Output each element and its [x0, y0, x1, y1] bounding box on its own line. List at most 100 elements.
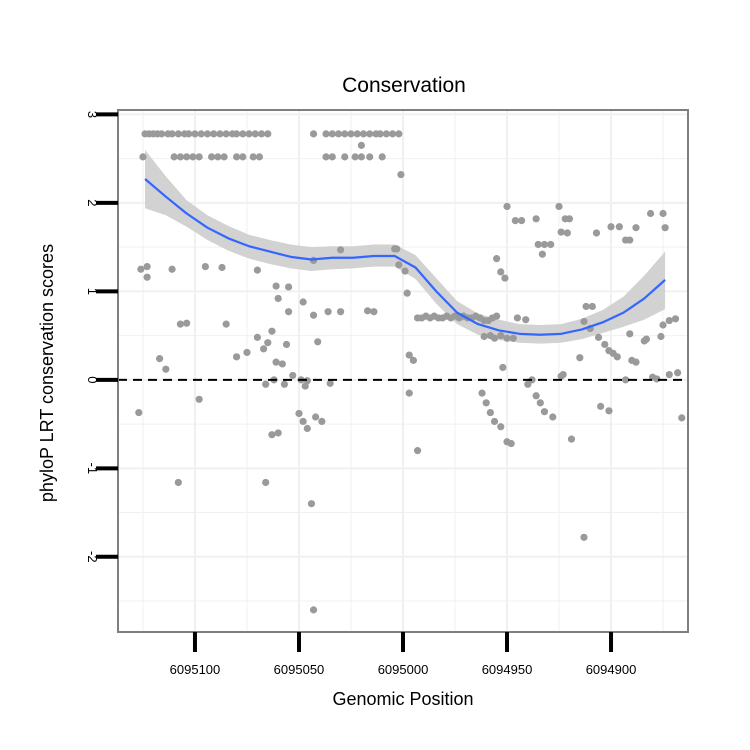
- data-point: [156, 355, 164, 363]
- data-point: [245, 130, 253, 138]
- data-point: [334, 130, 343, 138]
- y-tick-label: 3: [85, 111, 100, 118]
- data-point: [284, 283, 293, 291]
- data-point: [262, 380, 270, 388]
- data-point: [378, 153, 386, 161]
- data-point: [403, 289, 411, 297]
- data-point: [395, 130, 403, 138]
- data-point: [189, 153, 197, 161]
- data-point: [540, 240, 549, 249]
- data-point: [232, 130, 241, 138]
- data-point: [210, 130, 218, 138]
- data-point: [659, 321, 667, 329]
- data-point: [503, 202, 511, 211]
- data-point: [191, 130, 199, 138]
- x-tick-label: 6094900: [586, 662, 637, 677]
- data-point: [549, 413, 557, 421]
- data-point: [268, 431, 276, 439]
- smooth-line: [144, 178, 666, 336]
- data-point: [513, 314, 522, 322]
- data-point: [657, 332, 665, 341]
- data-point: [536, 399, 544, 407]
- data-point: [262, 478, 270, 487]
- data-point: [497, 332, 505, 340]
- data-point: [665, 316, 673, 325]
- data-point: [135, 408, 143, 417]
- data-point: [565, 215, 574, 223]
- data-point: [509, 334, 517, 342]
- data-point: [534, 240, 542, 249]
- data-point: [382, 130, 390, 138]
- x-tick-label: 6095050: [274, 662, 325, 677]
- data-point: [268, 327, 276, 335]
- data-point: [326, 379, 334, 387]
- data-point: [341, 153, 349, 161]
- data-point: [139, 153, 147, 161]
- data-point: [357, 141, 365, 149]
- data-point: [183, 153, 191, 161]
- data-point: [563, 229, 571, 237]
- data-point: [289, 371, 297, 380]
- data-point: [592, 229, 601, 237]
- data-point: [137, 265, 145, 273]
- data-point: [511, 216, 519, 225]
- data-point: [659, 209, 667, 218]
- data-point: [493, 312, 501, 320]
- data-point: [284, 308, 293, 316]
- data-point: [203, 130, 212, 138]
- data-point: [201, 263, 209, 271]
- data-point: [646, 209, 655, 218]
- data-point: [328, 130, 336, 138]
- data-point: [482, 399, 490, 407]
- data-point: [582, 302, 590, 311]
- data-point: [253, 266, 261, 274]
- data-point: [359, 130, 368, 138]
- data-point: [174, 130, 182, 138]
- data-point: [547, 240, 555, 249]
- data-point: [251, 130, 259, 138]
- data-point: [376, 130, 384, 138]
- data-point: [214, 153, 222, 161]
- data-point: [615, 223, 623, 231]
- data-point: [538, 250, 546, 258]
- data-point: [621, 376, 630, 384]
- data-point: [409, 356, 418, 364]
- data-point: [322, 153, 330, 161]
- y-tick-label: -2: [85, 551, 100, 563]
- data-point: [272, 282, 280, 290]
- data-point: [661, 224, 669, 232]
- data-point: [295, 409, 303, 418]
- data-point: [243, 348, 251, 357]
- data-point: [555, 202, 563, 211]
- data-point: [239, 130, 247, 138]
- x-tick-label: 6095100: [170, 662, 221, 677]
- data-point: [336, 308, 345, 316]
- data-point: [497, 268, 505, 276]
- x-axis-title: Genomic Position: [332, 689, 473, 709]
- data-point: [185, 130, 193, 138]
- data-point: [353, 130, 361, 138]
- data-point: [318, 417, 326, 426]
- data-point: [366, 130, 374, 138]
- data-point: [497, 423, 505, 431]
- chart-title: Conservation: [342, 74, 466, 97]
- smooth-line-group: [144, 178, 666, 336]
- data-point: [249, 153, 257, 161]
- data-point: [370, 308, 378, 316]
- data-point: [274, 294, 282, 303]
- data-point: [605, 407, 613, 415]
- data-point: [532, 215, 540, 223]
- data-point: [642, 335, 650, 343]
- data-point: [309, 311, 318, 319]
- data-point: [478, 389, 486, 397]
- data-point: [559, 370, 567, 379]
- data-point: [328, 153, 336, 161]
- data-point: [195, 395, 203, 403]
- x-tick-label: 6094950: [482, 662, 533, 677]
- data-point: [632, 224, 640, 232]
- data-point: [232, 353, 241, 361]
- data-point: [312, 413, 320, 421]
- data-point: [613, 353, 621, 361]
- data-point: [232, 153, 241, 161]
- data-point: [260, 345, 268, 353]
